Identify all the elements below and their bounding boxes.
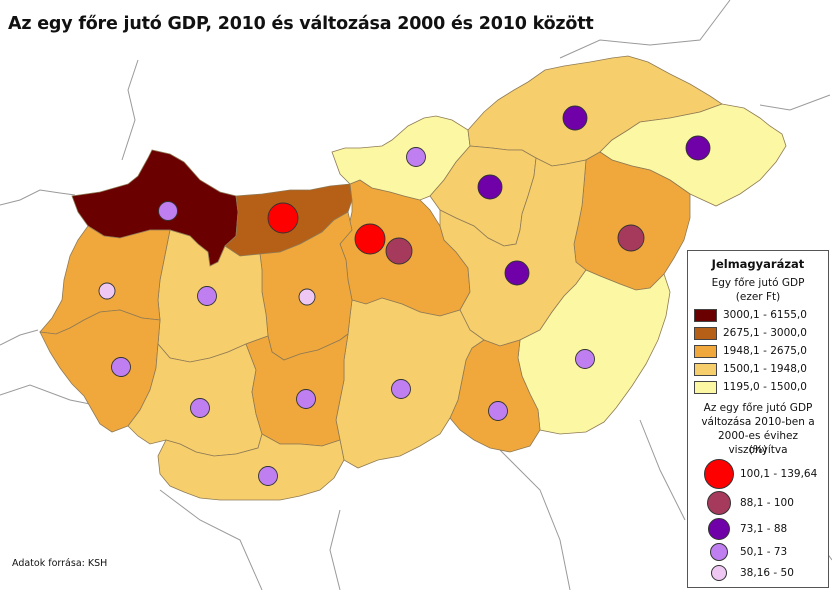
change-symbol-heves bbox=[477, 174, 503, 200]
legend-change-title-3: 2000-es évihez viszonyítva bbox=[718, 430, 798, 456]
change-symbol-vas bbox=[98, 282, 116, 300]
legend-change-label: 88,1 - 100 bbox=[740, 497, 794, 509]
legend-gdp-label: 1948,1 - 2675,0 bbox=[723, 345, 807, 357]
change-symbol-szabolcs-szatmar-bereg bbox=[685, 135, 711, 161]
legend-change-label: 73,1 - 88 bbox=[740, 523, 788, 535]
legend-change-label: 100,1 - 139,64 bbox=[740, 468, 818, 480]
legend-swatch bbox=[694, 345, 717, 358]
change-symbol-bekes bbox=[575, 349, 595, 369]
legend-circle bbox=[704, 459, 734, 489]
change-symbol-baranya bbox=[258, 466, 278, 486]
legend-circle bbox=[710, 543, 728, 561]
legend: Jelmagyarázat Egy főre jutó GDP (ezer Ft… bbox=[687, 250, 829, 588]
county-baranya bbox=[157, 433, 345, 501]
change-symbol-zala bbox=[111, 357, 131, 377]
legend-swatch bbox=[694, 381, 717, 394]
legend-gdp-label: 2675,1 - 3000,0 bbox=[723, 327, 807, 339]
legend-gdp-title: Egy főre jutó GDP bbox=[711, 277, 805, 289]
legend-swatch bbox=[694, 309, 717, 322]
legend-gdp-label: 1500,1 - 1948,0 bbox=[723, 363, 807, 375]
county-bekes bbox=[517, 269, 671, 435]
legend-swatch bbox=[694, 327, 717, 340]
legend-swatch bbox=[694, 363, 717, 376]
change-symbol-nograd bbox=[406, 147, 426, 167]
change-symbol-csongrad bbox=[488, 401, 508, 421]
legend-circle bbox=[707, 491, 731, 515]
change-symbol-jasz-nagykun-szolnok bbox=[504, 260, 530, 286]
legend-change-label: 38,16 - 50 bbox=[740, 567, 794, 579]
legend-title: Jelmagyarázat bbox=[711, 257, 805, 271]
legend-circle bbox=[708, 518, 730, 540]
legend-change-title-2: változása 2010-ben a bbox=[701, 416, 815, 428]
change-symbol-borsod-abauj-zemplen bbox=[562, 105, 588, 131]
change-symbol-komarom-esztergom bbox=[267, 202, 299, 234]
legend-gdp-unit: (ezer Ft) bbox=[735, 291, 781, 303]
map-title: Az egy főre jutó GDP, 2010 és változása … bbox=[8, 14, 594, 34]
legend-change-title-4: (%) bbox=[748, 444, 768, 456]
legend-change-label: 50,1 - 73 bbox=[740, 546, 788, 558]
change-symbol-budapest bbox=[354, 223, 386, 255]
county-layer bbox=[39, 55, 787, 501]
legend-change-title-1: Az egy főre jutó GDP bbox=[703, 402, 813, 414]
change-symbol-hajdu-bihar bbox=[617, 224, 645, 252]
change-symbol-veszprem bbox=[197, 286, 217, 306]
change-symbol-tolna bbox=[296, 389, 316, 409]
change-symbol-layer bbox=[98, 105, 711, 486]
data-source-note: Adatok forrása: KSH bbox=[12, 558, 108, 569]
change-symbol-bacs-kiskun bbox=[391, 379, 411, 399]
legend-gdp-label: 1195,0 - 1500,0 bbox=[723, 381, 807, 393]
county-tolna bbox=[245, 333, 349, 447]
change-symbol-somogy bbox=[190, 398, 210, 418]
change-symbol-pest bbox=[385, 237, 413, 265]
change-symbol-gyor-moson-sopron bbox=[158, 201, 178, 221]
change-symbol-fejer bbox=[298, 288, 316, 306]
legend-gdp-label: 3000,1 - 6155,0 bbox=[723, 309, 807, 321]
legend-circle bbox=[711, 565, 727, 581]
